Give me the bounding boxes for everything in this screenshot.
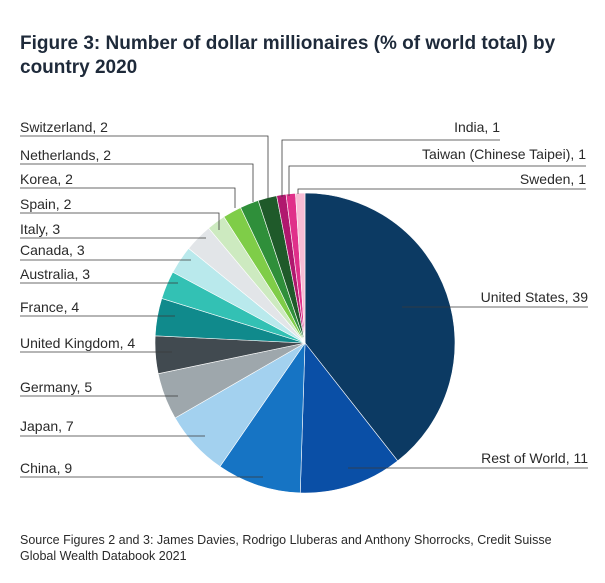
chart-title: Figure 3: Number of dollar millionaires … — [20, 33, 556, 78]
source-note: Source Figures 2 and 3: James Davies, Ro… — [20, 533, 552, 563]
label-rest-of-world: Rest of World, 11 — [481, 450, 588, 466]
leader-india — [281, 139, 500, 197]
leader-switzerland — [20, 135, 269, 198]
label-india: India, 1 — [454, 119, 500, 135]
label-sweden: Sweden, 1 — [520, 171, 586, 187]
label-france: France, 4 — [20, 299, 79, 315]
label-korea: Korea, 2 — [20, 171, 73, 187]
label-germany: Germany, 5 — [20, 379, 92, 395]
leader-taiwan-chinese-taipei — [288, 165, 586, 196]
slice-sweden — [295, 192, 306, 344]
pie-slices — [154, 192, 456, 494]
leader-netherlands — [20, 163, 254, 202]
leader-sweden — [297, 188, 586, 194]
leader-korea — [20, 187, 236, 208]
label-italy: Italy, 3 — [20, 221, 60, 237]
label-china: China, 9 — [20, 460, 72, 476]
label-united-states: United States, 39 — [481, 289, 589, 305]
leader-lines — [20, 135, 588, 478]
label-australia: Australia, 3 — [20, 266, 90, 282]
label-spain: Spain, 2 — [20, 196, 72, 212]
slice-rest-of-world — [299, 342, 399, 494]
slice-united-states — [304, 192, 456, 462]
label-netherlands: Netherlands, 2 — [20, 147, 111, 163]
slice-china — [219, 341, 306, 494]
leader-spain — [20, 212, 220, 230]
label-switzerland: Switzerland, 2 — [20, 119, 108, 135]
label-japan: Japan, 7 — [20, 418, 74, 434]
label-united-kingdom: United Kingdom, 4 — [20, 335, 135, 351]
label-taiwan-chinese-taipei: Taiwan (Chinese Taipei), 1 — [422, 146, 586, 162]
slice-labels: United States, 39 Rest of World, 11 China,… — [20, 119, 588, 476]
label-canada: Canada, 3 — [20, 242, 85, 258]
